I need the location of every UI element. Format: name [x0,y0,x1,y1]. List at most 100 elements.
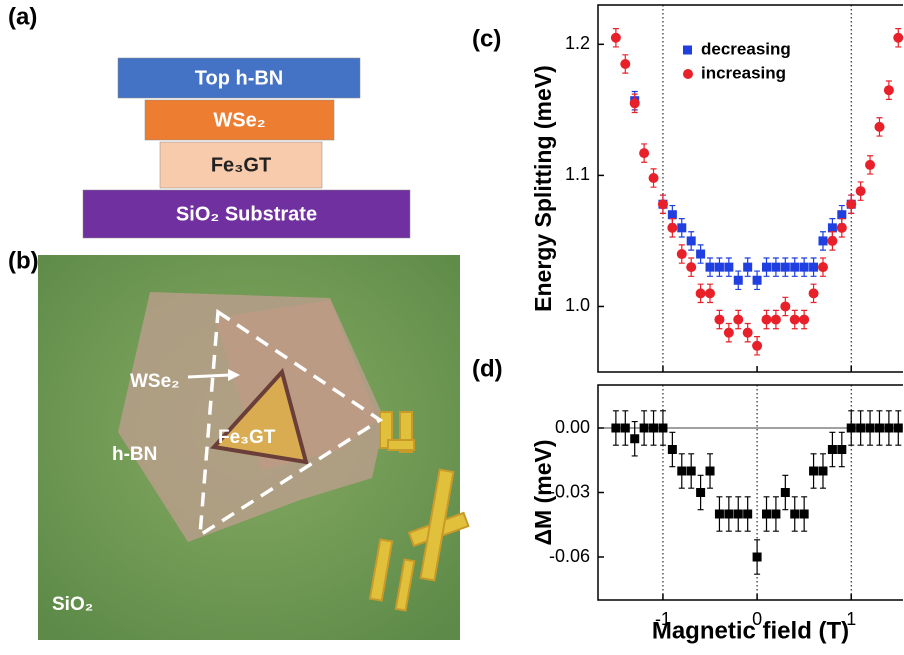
data-point [611,424,620,433]
legend-label: decreasing [701,39,791,58]
data-point [790,263,799,272]
data-point [752,341,762,351]
data-point [649,173,659,183]
data-point [790,510,799,519]
data-point [875,424,884,433]
data-point [800,510,809,519]
data-point [743,263,752,272]
data-point [630,434,639,443]
arrow [188,375,230,377]
data-point [884,85,894,95]
layer-label: Fe₃GT [211,154,271,176]
data-point [724,510,733,519]
data-point [874,122,884,132]
legend-label: increasing [701,63,786,82]
image-label: Fe₃GT [218,427,276,448]
layer-label: Top h-BN [195,67,284,89]
data-point [799,315,809,325]
data-point [884,424,893,433]
data-point [621,424,630,433]
data-point [893,33,903,43]
data-point [809,467,818,476]
data-point [667,223,677,233]
data-point [790,315,800,325]
data-point [780,301,790,311]
data-point [620,59,630,69]
data-point [677,467,686,476]
panel-label: (b) [8,247,39,274]
data-point [837,445,846,454]
panel-label: (a) [8,3,37,30]
legend-marker [683,69,693,79]
data-point [753,553,762,562]
data-point [696,488,705,497]
data-point [771,263,780,272]
data-point [715,510,724,519]
data-point [743,510,752,519]
layer-stack: Top h-BN WSe₂ Fe₃GT SiO₂ Substrate [83,58,410,238]
data-point [753,276,762,285]
y-tick-label: 0.00 [555,417,590,437]
data-point [743,328,753,338]
data-point [668,210,677,219]
data-point [781,488,790,497]
data-point [762,315,772,325]
data-point [809,288,819,298]
data-point [677,223,686,232]
data-point [847,424,856,433]
figure: (a) Top h-BNWSe₂Fe₃GTSiO₂ Substrate (b) … [0,0,904,650]
data-point [846,199,856,209]
data-point [827,236,837,246]
data-point [837,210,846,219]
data-point [866,424,875,433]
data-point [706,263,715,272]
data-point [724,328,734,338]
data-point [733,315,743,325]
data-point [639,148,649,158]
image-label: SiO₂ [52,594,93,615]
plot: (d)ΔM (meV)0.00-0.03-0.06-101Magnetic fi… [472,355,903,644]
data-point [715,263,724,272]
data-point [818,262,828,272]
data-point [611,33,621,43]
data-point [856,424,865,433]
data-point [687,236,696,245]
data-point [771,510,780,519]
layer-label: WSe₂ [213,109,265,131]
legend-marker [683,46,692,55]
data-point [630,98,640,108]
data-point [809,263,818,272]
layer-label: SiO₂ Substrate [176,203,317,225]
data-point [724,263,733,272]
y-tick-label: 1.1 [565,164,590,184]
data-point [837,223,847,233]
data-point [894,424,903,433]
data-point [818,236,827,245]
data-point [649,424,658,433]
image-label: WSe₂ [130,371,180,392]
data-point [781,263,790,272]
data-point [828,445,837,454]
panel-label: (c) [472,25,501,52]
y-tick-label: 1.2 [565,33,590,53]
data-point [696,250,705,259]
data-point [734,276,743,285]
data-point [696,288,706,298]
data-point [687,467,696,476]
data-point [800,263,809,272]
data-point [714,315,724,325]
data-point [658,424,667,433]
y-tick-label: -0.06 [549,546,590,566]
x-axis-label: Magnetic field (T) [652,617,849,644]
data-point [705,288,715,298]
data-point [856,186,866,196]
data-point [762,510,771,519]
panel-label: (d) [472,355,503,382]
data-point [686,262,696,272]
data-point [771,315,781,325]
data-point [865,160,875,170]
data-point [668,445,677,454]
data-point [706,467,715,476]
y-tick-label: 1.0 [565,295,590,315]
